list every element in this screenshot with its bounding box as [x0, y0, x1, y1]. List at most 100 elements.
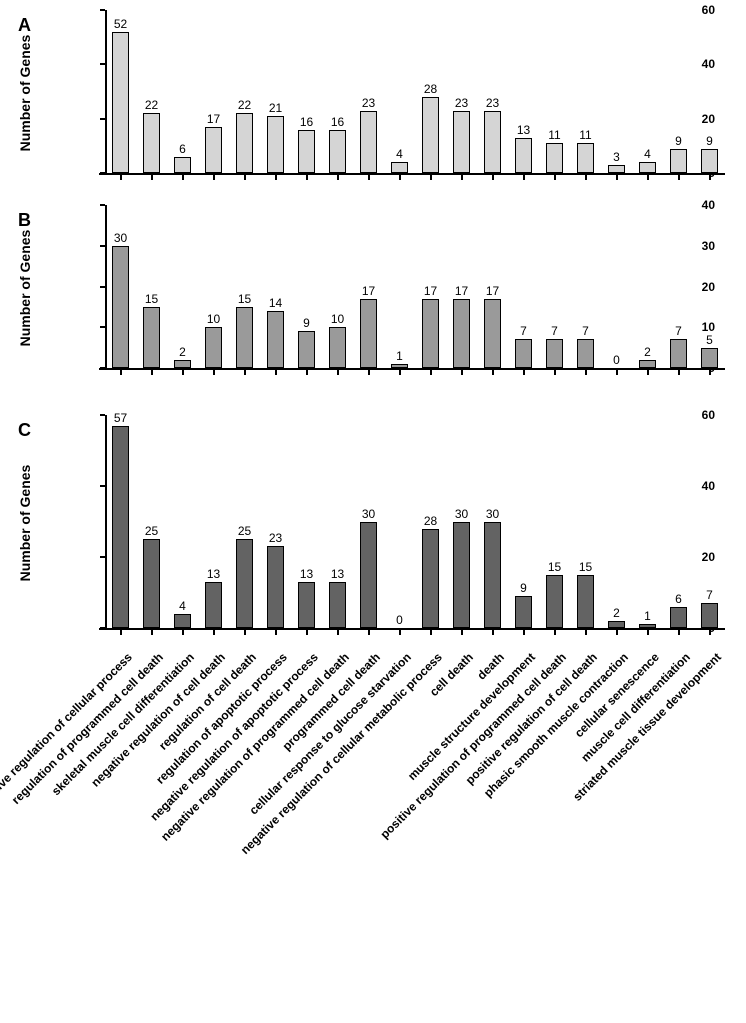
x-tick [554, 370, 556, 375]
bar [174, 614, 192, 628]
y-axis-label: Number of Genes [17, 228, 33, 348]
x-tick [120, 630, 122, 635]
x-tick [368, 630, 370, 635]
panel-c: CNumber of Genes020406057254132523131330… [0, 415, 746, 630]
bar [360, 522, 378, 629]
x-tick [523, 370, 525, 375]
y-axis-label: Number of Genes [17, 463, 33, 583]
bar-value-label: 25 [238, 524, 251, 538]
bar-value-label: 7 [520, 324, 527, 338]
x-tick [399, 370, 401, 375]
x-tick [244, 630, 246, 635]
bar-value-label: 22 [145, 98, 158, 112]
bar [670, 149, 688, 173]
bar-value-label: 13 [517, 123, 530, 137]
bar [577, 143, 595, 173]
bar-value-label: 10 [331, 312, 344, 326]
bar [267, 311, 285, 368]
bar-value-label: 16 [300, 115, 313, 129]
bar-value-label: 2 [644, 345, 651, 359]
bar [453, 522, 471, 629]
y-tick [100, 414, 105, 416]
figure: ANumber of Genes020406052226172221161623… [0, 0, 746, 1023]
y-axis-line [105, 10, 107, 175]
x-tick [399, 175, 401, 180]
bar [143, 539, 161, 628]
x-tick [275, 370, 277, 375]
bar-value-label: 23 [362, 96, 375, 110]
y-tick-label: 20 [702, 550, 715, 564]
x-tick [492, 630, 494, 635]
bar [484, 111, 502, 173]
bar-value-label: 52 [114, 17, 127, 31]
x-tick [647, 175, 649, 180]
bar-value-label: 15 [145, 292, 158, 306]
bar-value-label: 0 [613, 353, 620, 367]
x-tick [678, 630, 680, 635]
bar [329, 582, 347, 628]
bar [298, 130, 316, 173]
x-tick [306, 630, 308, 635]
bar-value-label: 23 [455, 96, 468, 110]
bar [267, 116, 285, 173]
x-tick [430, 175, 432, 180]
x-tick [430, 370, 432, 375]
bar [174, 157, 192, 173]
x-axis-category-labels: negative regulation of cellular processr… [105, 650, 725, 1010]
bar-value-label: 7 [582, 324, 589, 338]
panel-a: ANumber of Genes020406052226172221161623… [0, 10, 746, 175]
bar [143, 307, 161, 368]
x-tick [523, 175, 525, 180]
bar [112, 32, 130, 173]
bar [112, 426, 130, 628]
y-tick [100, 204, 105, 206]
y-tick [100, 9, 105, 11]
plot-area: 010203040301521015149101711717177770275 [105, 205, 725, 370]
x-tick [244, 370, 246, 375]
bar [701, 603, 719, 628]
bar [546, 575, 564, 628]
bar [267, 546, 285, 628]
bar-value-label: 30 [455, 507, 468, 521]
x-tick [492, 175, 494, 180]
bar-value-label: 3 [613, 150, 620, 164]
bar [546, 339, 564, 368]
x-tick [182, 175, 184, 180]
x-tick [151, 370, 153, 375]
bar-value-label: 7 [675, 324, 682, 338]
y-tick [100, 485, 105, 487]
bar-value-label: 21 [269, 101, 282, 115]
bar-value-label: 13 [207, 567, 220, 581]
bar [360, 299, 378, 368]
x-tick [616, 175, 618, 180]
bar-value-label: 9 [675, 134, 682, 148]
x-tick [337, 175, 339, 180]
x-tick [306, 175, 308, 180]
x-tick [461, 175, 463, 180]
bar-value-label: 2 [179, 345, 186, 359]
bar [484, 522, 502, 629]
plot-area: 0204060572541325231313300283030915152167 [105, 415, 725, 630]
x-axis-line [99, 368, 725, 370]
y-tick [100, 172, 105, 174]
bar-value-label: 15 [238, 292, 251, 306]
bar [670, 607, 688, 628]
x-tick [585, 370, 587, 375]
bar [205, 127, 223, 173]
x-tick [337, 630, 339, 635]
y-axis-line [105, 415, 107, 630]
y-tick [100, 245, 105, 247]
bar-value-label: 5 [706, 333, 713, 347]
bar-value-label: 17 [207, 112, 220, 126]
x-axis-line [99, 628, 725, 630]
y-tick [100, 118, 105, 120]
bar [391, 162, 409, 173]
bar-value-label: 6 [675, 592, 682, 606]
bar [515, 596, 533, 628]
x-tick [275, 175, 277, 180]
y-axis-line [105, 205, 107, 370]
bar-value-label: 6 [179, 142, 186, 156]
bar [608, 621, 626, 628]
x-tick [120, 175, 122, 180]
y-tick-label: 30 [702, 239, 715, 253]
